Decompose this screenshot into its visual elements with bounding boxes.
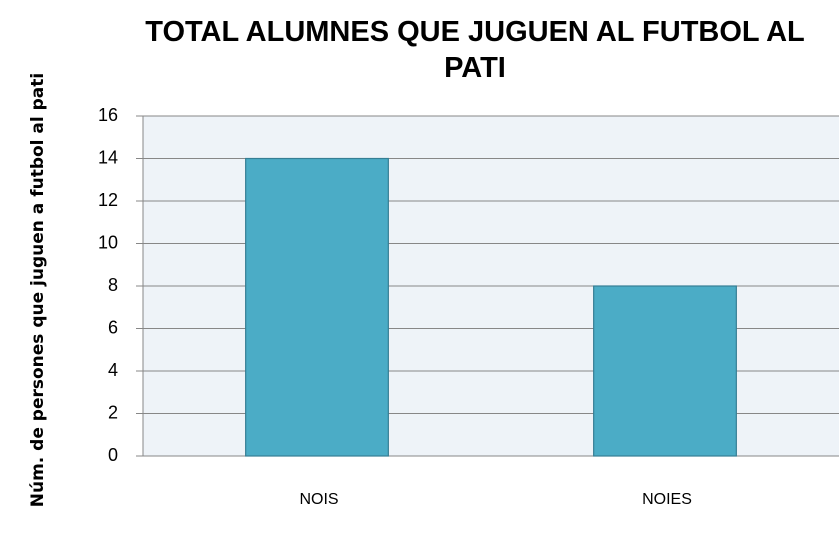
- y-tick-label: 6: [108, 317, 118, 337]
- y-tick-label: 4: [108, 360, 118, 380]
- y-tick-label: 16: [98, 105, 118, 125]
- y-tick-label: 10: [98, 232, 118, 252]
- x-tick-label: NOIES: [642, 491, 692, 508]
- bar: [245, 157, 389, 457]
- x-tick-label: NOIS: [299, 491, 338, 508]
- y-tick-label: 2: [108, 402, 118, 422]
- y-tick-label: 14: [98, 147, 118, 167]
- bar: [593, 285, 737, 457]
- y-tick-label: 0: [108, 445, 118, 465]
- y-axis-label: Núm. de persones que juguen a futbol al …: [28, 72, 48, 508]
- y-tick-label: 12: [98, 190, 118, 210]
- y-tick-label: 8: [108, 275, 118, 295]
- chart-title: TOTAL ALUMNES QUE JUGUEN AL FUTBOL AL PA…: [145, 16, 805, 84]
